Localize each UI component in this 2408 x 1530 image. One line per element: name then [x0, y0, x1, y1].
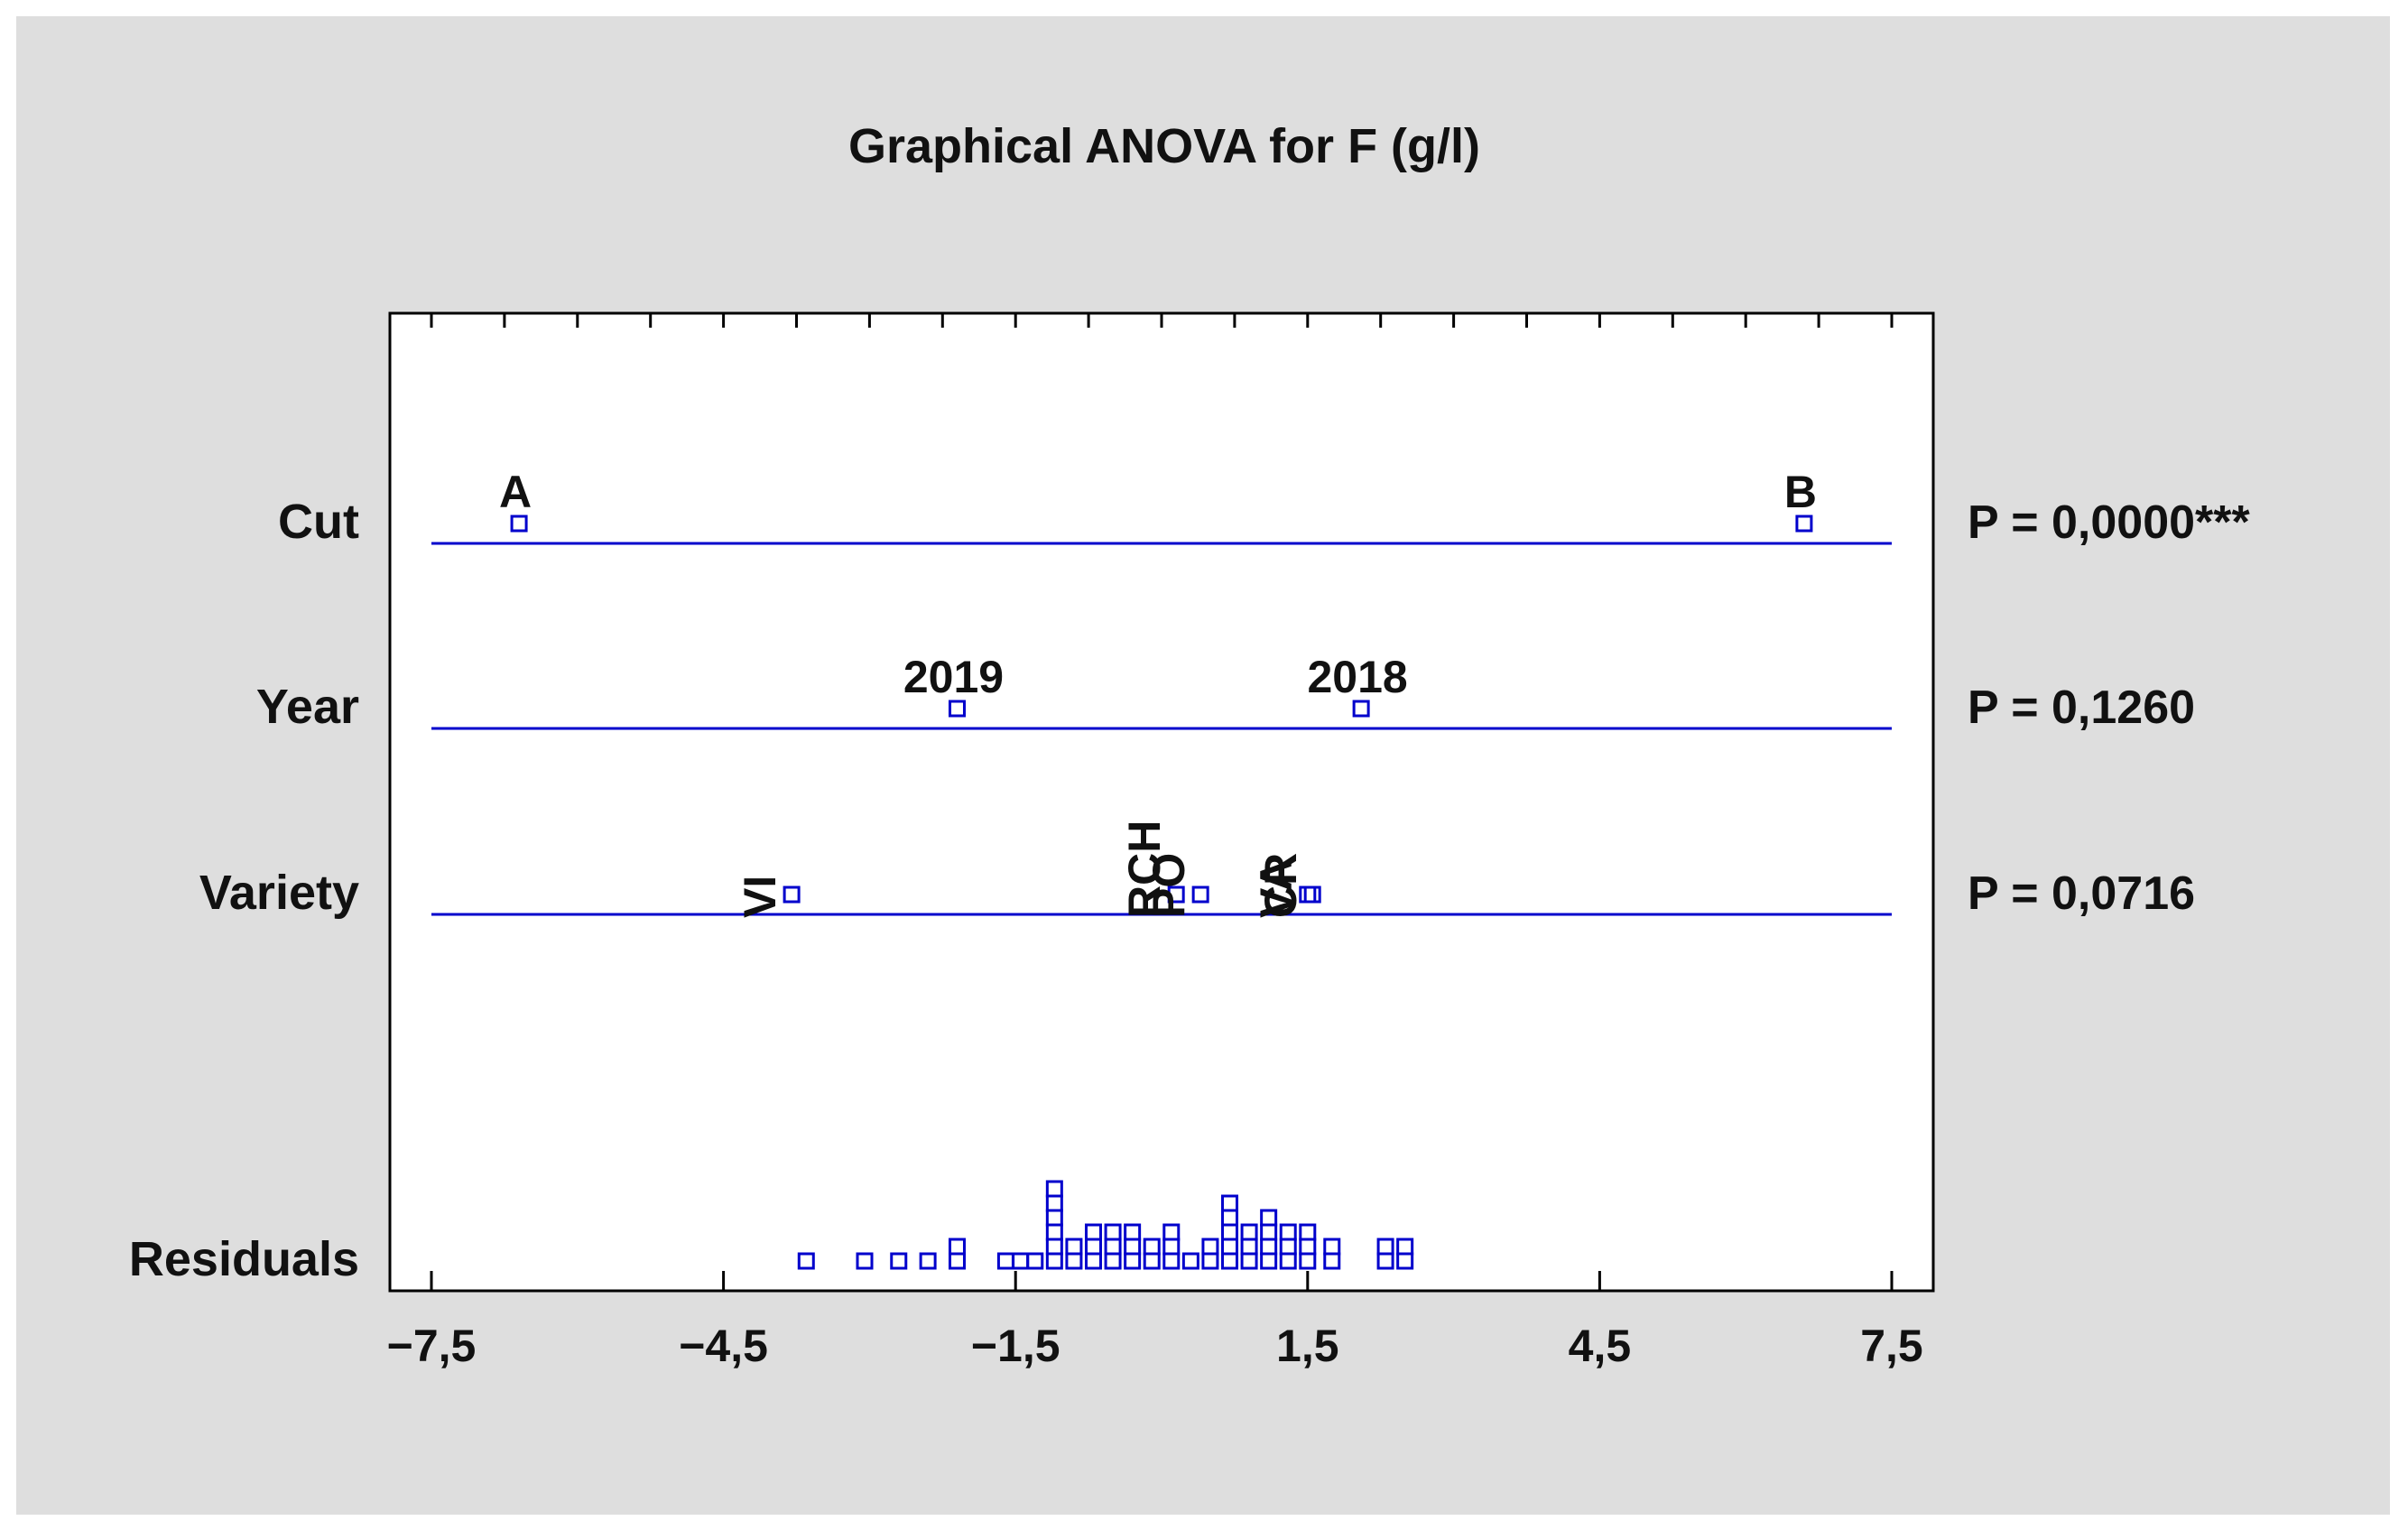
residual-point [890, 1252, 908, 1270]
point-label: CR [1255, 853, 1306, 918]
point-label: A [499, 467, 532, 517]
point-label: VA [1251, 858, 1301, 918]
data-point [1191, 886, 1209, 904]
residual-point [797, 1252, 815, 1270]
point-label: VI [735, 876, 785, 918]
point-label: 2019 [903, 652, 1004, 702]
residual-point [1201, 1238, 1219, 1256]
x-tick-label: 7,5 [1860, 1321, 1923, 1371]
x-tick-labels: −7,5 −4,5 −1,5 1,5 4,5 7,5 [387, 1321, 1923, 1371]
residual-point [1045, 1180, 1063, 1198]
residual-point [1124, 1223, 1142, 1241]
data-point [510, 515, 528, 533]
plot-area [388, 311, 1935, 1293]
data-point [783, 886, 801, 904]
row-lines [431, 542, 1892, 916]
row-label: Residuals [129, 1232, 359, 1286]
row-label: Year [256, 680, 359, 734]
data-point [1167, 886, 1185, 904]
residual-point [1396, 1238, 1414, 1256]
point-label: B [1784, 467, 1817, 517]
residual-point [1084, 1223, 1102, 1241]
x-tick-label: 4,5 [1569, 1321, 1632, 1371]
residual-point [1260, 1209, 1278, 1227]
data-point [1303, 886, 1321, 904]
residual-point [919, 1252, 937, 1270]
row-label: Cut [278, 495, 359, 549]
x-axis-ticks [430, 1271, 1894, 1291]
point-label: 2018 [1308, 652, 1408, 702]
residual-point [1221, 1194, 1239, 1212]
p-value: P = 0,0716 [1968, 867, 2195, 920]
row-labels: Cut Year Variety Residuals [129, 495, 359, 1286]
point-label: PO [1144, 853, 1194, 918]
residual-point [1162, 1223, 1181, 1241]
residual-point [1026, 1252, 1044, 1270]
residual-point [856, 1252, 874, 1270]
p-value: P = 0,0000*** [1968, 496, 2251, 549]
data-points [510, 515, 1813, 1270]
data-point [1352, 700, 1370, 718]
residual-point [1143, 1238, 1161, 1256]
p-values: P = 0,0000*** P = 0,1260 P = 0,0716 [1968, 496, 2251, 920]
residual-point [1299, 1223, 1317, 1241]
residual-point [1240, 1223, 1258, 1241]
row-label: Variety [199, 866, 359, 920]
data-point [948, 700, 966, 718]
residual-point [1181, 1252, 1199, 1270]
x-tick-label: −4,5 [679, 1321, 768, 1371]
data-point [1795, 515, 1813, 533]
p-value: P = 0,1260 [1968, 682, 2195, 734]
x-tick-label: 1,5 [1276, 1321, 1339, 1371]
residual-point [1065, 1238, 1083, 1256]
chart-title: Graphical ANOVA for F (g/l) [848, 119, 1480, 173]
residual-point [1376, 1238, 1394, 1256]
point-label: RCH [1119, 821, 1170, 918]
residual-point [1323, 1238, 1341, 1256]
top-ticks [430, 313, 1894, 328]
residual-point [1104, 1223, 1122, 1241]
residual-point [1279, 1223, 1297, 1241]
x-tick-label: −1,5 [971, 1321, 1060, 1371]
residual-point [948, 1238, 966, 1256]
x-tick-label: −7,5 [387, 1321, 477, 1371]
